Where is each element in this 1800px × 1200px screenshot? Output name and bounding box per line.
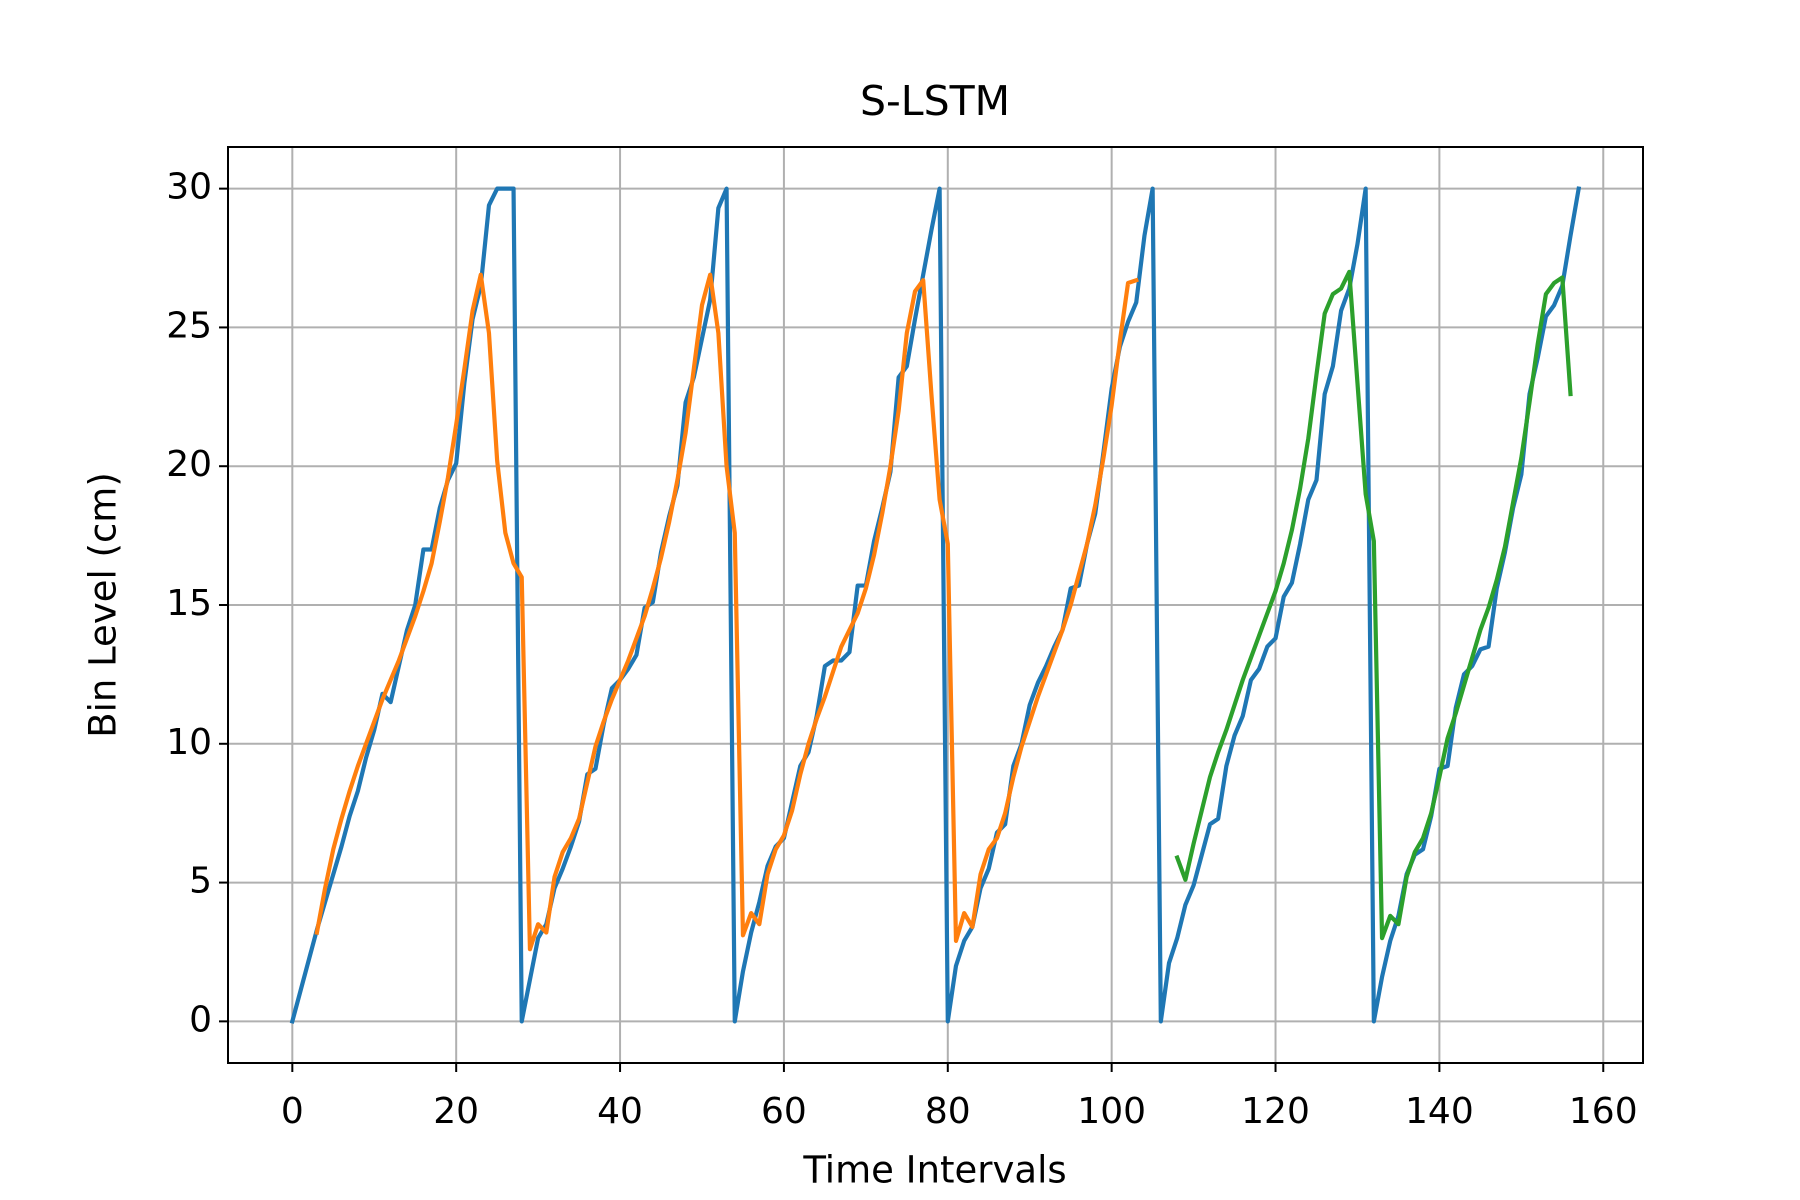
data-line <box>289 186 1582 1024</box>
y-tick-label: 10 <box>166 722 212 763</box>
x-tick-label: 60 <box>761 1091 807 1132</box>
x-tick-label: 20 <box>433 1091 479 1132</box>
x-tick-label: 40 <box>597 1091 643 1132</box>
x-tick-label: 0 <box>281 1091 304 1132</box>
chart-title: S-LSTM <box>860 77 1010 125</box>
y-tick-label: 20 <box>166 444 212 485</box>
x-axis-label: Time Intervals <box>802 1149 1066 1192</box>
y-axis-label: Bin Level (cm) <box>82 472 125 738</box>
x-tick-label: 80 <box>925 1091 971 1132</box>
y-tick-label: 25 <box>166 305 212 346</box>
plot-frame <box>227 146 1644 1064</box>
data-line <box>314 272 1139 952</box>
x-tick-label: 120 <box>1241 1091 1310 1132</box>
y-tick-label: 5 <box>189 861 212 902</box>
x-tick-label: 100 <box>1077 1091 1146 1132</box>
y-tick-label: 15 <box>166 583 212 624</box>
y-tick-label: 30 <box>166 167 212 208</box>
data-line <box>1174 269 1573 941</box>
y-tick-label: 0 <box>189 999 212 1040</box>
x-tick-label: 140 <box>1405 1091 1474 1132</box>
x-tick-label: 160 <box>1569 1091 1638 1132</box>
